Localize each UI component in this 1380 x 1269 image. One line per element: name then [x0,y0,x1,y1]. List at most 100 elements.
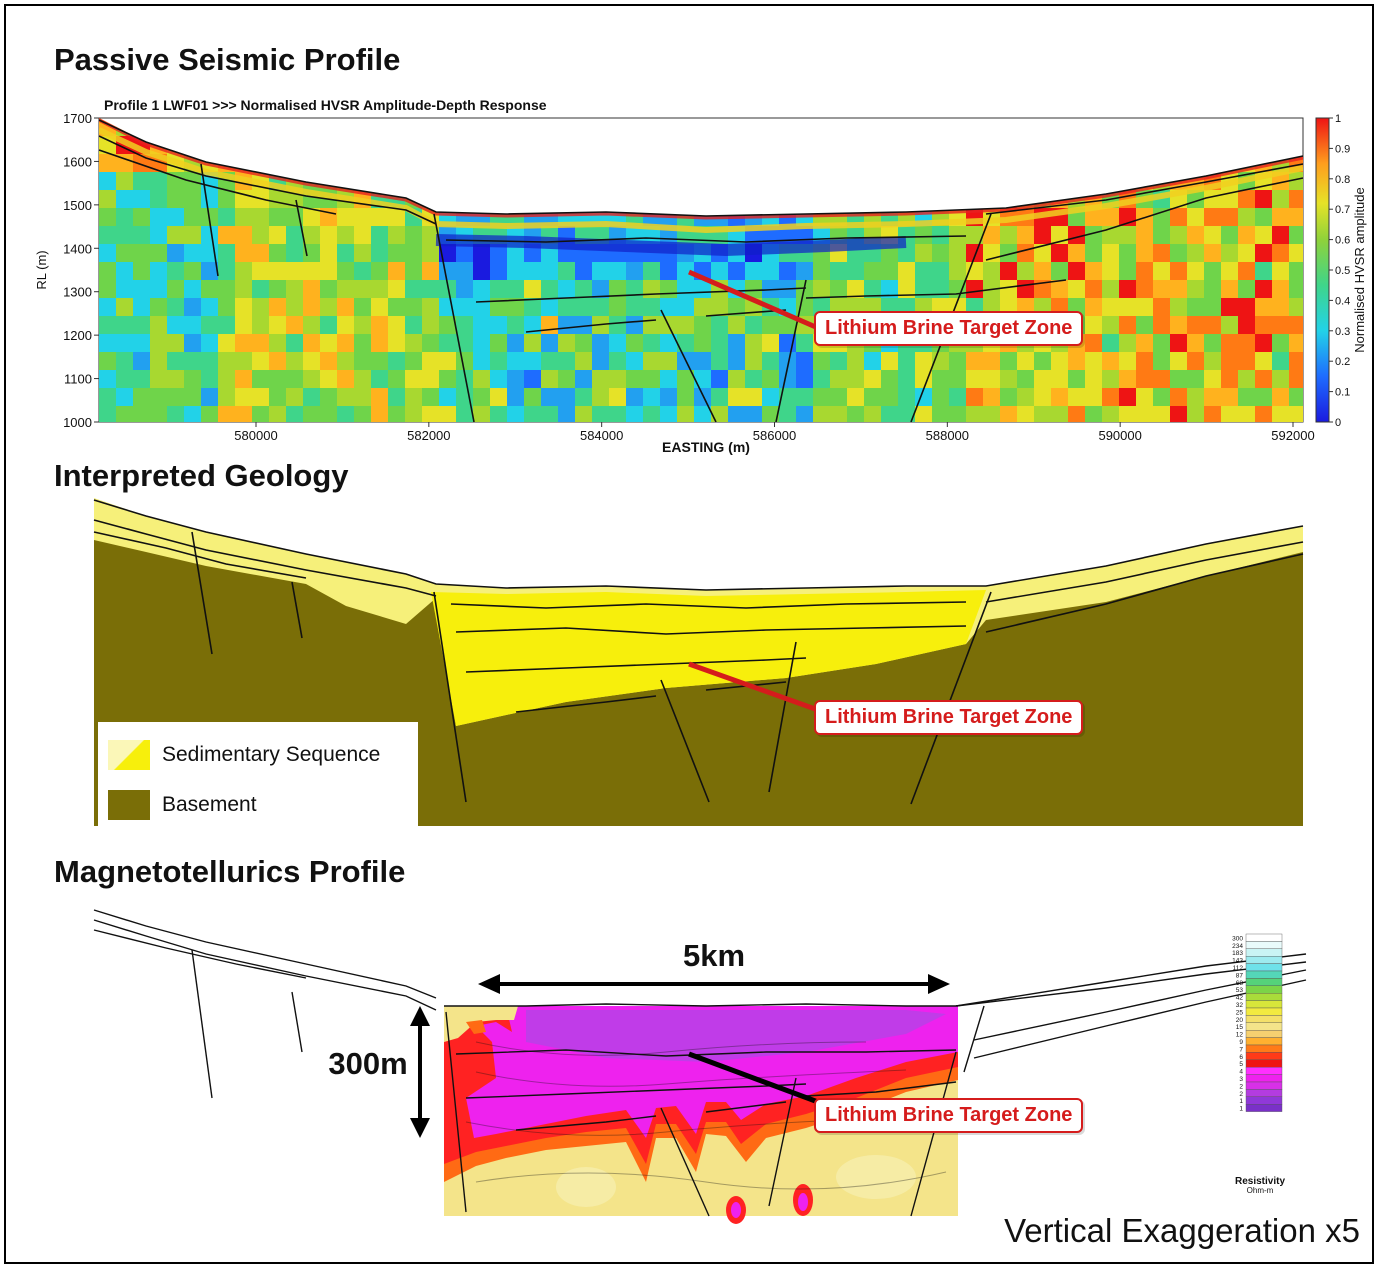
mt-profile: 5km 300m 3002341831431128768534232252015… [93,909,1307,1224]
resistivity-value-label: 300 [1232,935,1243,942]
colorbar-tick-label: 0.7 [1335,204,1350,216]
seismic-x-tick-label: 582000 [407,428,450,443]
resistivity-value-label: 42 [1236,995,1244,1002]
colorbar-tick-label: 0.2 [1335,356,1350,368]
geology-target-callout: Lithium Brine Target Zone [814,700,1084,735]
legend-label-basement: Basement [162,793,257,816]
resistivity-value-label: 15 [1236,1024,1244,1031]
colorbar-tick-label: 0.5 [1335,265,1350,277]
colorbar-tick-label: 0.1 [1335,387,1350,399]
seismic-callout-line [688,269,819,331]
resistivity-swatch [1245,1022,1283,1031]
sediment-basin-fill [431,590,986,726]
resistivity-swatch [1245,1037,1283,1046]
resistivity-value-label: 7 [1239,1046,1243,1053]
mt-target-callout: Lithium Brine Target Zone [814,1098,1084,1133]
resistivity-swatch [1245,1103,1283,1112]
resistivity-swatch [1245,933,1283,942]
resistivity-value-label: 9 [1239,1039,1243,1046]
seismic-section-title: Passive Seismic Profile [54,42,401,77]
seismic-y-tick-label: 1000 [63,415,92,430]
colorbar-tick-label: 0.4 [1335,295,1350,307]
mt-section-title: Magnetotellurics Profile [54,854,406,889]
resistivity-value-label: 87 [1236,972,1244,979]
resistivity-value-label: 12 [1236,1032,1244,1039]
resistivity-swatch [1245,1029,1283,1038]
geology-callout-line [688,661,819,713]
resistivity-value-label: 1 [1239,1098,1243,1105]
resistivity-swatch [1245,1081,1283,1090]
colorbar-tick-label: 0.8 [1335,174,1350,186]
geology-structure-lines [93,499,1304,713]
seismic-x-tick-label: 590000 [1098,428,1141,443]
colorbar-tick-label: 0.6 [1335,235,1350,247]
figure-frame: Passive Seismic Profile Profile 1 LWF01 … [4,4,1374,1264]
legend-label-sediment: Sedimentary Sequence [162,743,381,766]
resistivity-value-label: 2 [1239,1091,1243,1098]
seismic-target-callout: Lithium Brine Target Zone [814,311,1084,346]
mt-scale-arrow-vertical [410,1006,430,1138]
geology-faults [191,531,992,805]
sediment-swatch [108,740,150,770]
resistivity-value-label: 68 [1236,980,1244,987]
colorbar-tick-label: 0.3 [1335,326,1350,338]
resistivity-value-label: 143 [1232,958,1243,965]
legend-item-sediment: Sedimentary Sequence [108,740,380,770]
seismic-x-ticks: 580000 582000 584000 586000 588000 590000 5920… [234,422,1315,443]
resistivity-swatch [1245,992,1283,1001]
seismic-y-tick-label: 1200 [63,328,92,343]
resistivity-swatch [1245,1074,1283,1083]
colorbar-tick-label: 0 [1335,417,1341,429]
resistivity-value-label: 32 [1236,1002,1244,1009]
resistivity-value-label: 25 [1236,1009,1244,1016]
resistivity-swatch [1245,1044,1283,1053]
colorbar-tick-label: 1 [1335,113,1341,125]
resistivity-swatch [1245,963,1283,972]
geology-legend: Sedimentary Sequence Basement [98,722,418,832]
seismic-colorbar [1315,117,1330,423]
resistivity-swatch [1245,1007,1283,1016]
resistivity-value-label: 20 [1236,1017,1244,1024]
seismic-profile-chart: Profile 1 LWF01 >>> Normalised HVSR Ampl… [34,97,1367,455]
resistivity-value-label: 234 [1232,943,1243,950]
resistivity-value-label: 6 [1239,1054,1243,1061]
resistivity-swatch [1245,956,1283,964]
resistivity-swatch [1245,978,1283,987]
seismic-y-tick-label: 1300 [63,285,92,300]
resistivity-value-label: 5 [1239,1061,1243,1068]
resistivity-value-label: 183 [1232,950,1243,957]
seismic-y-tick-label: 1700 [63,111,92,126]
resistivity-swatch [1245,1059,1283,1068]
resistivity-swatch [1245,1000,1283,1009]
seismic-x-axis-label: EASTING (m) [662,439,750,455]
seismic-y-ticks: 1700 1600 1500 1400 1300 1200 1100 1000 [63,111,99,430]
resistivity-value-label: 2 [1239,1083,1243,1090]
legend-item-basement: Basement [108,790,257,820]
seismic-y-tick-label: 1100 [64,372,92,387]
seismic-x-tick-label: 584000 [580,428,623,443]
resistivity-swatch [1245,941,1283,950]
mt-faults-outside [191,949,985,1099]
resistivity-swatch [1245,1066,1283,1075]
seismic-y-tick-label: 1500 [63,198,92,213]
colorbar-tick-label: 0.9 [1335,143,1350,155]
seismic-x-tick-label: 586000 [753,428,796,443]
resistivity-swatch [1245,1089,1283,1097]
geology-section-title: Interpreted Geology [54,458,349,493]
resistivity-value-label: 1 [1239,1106,1243,1113]
mt-callout-line [688,1051,819,1105]
resistivity-legend: 3002341831431128768534232252015129765432… [1232,933,1283,1113]
seismic-y-axis-label: RL (m) [34,250,49,289]
resistivity-value-label: 112 [1233,965,1244,972]
mt-scale-arrow-horizontal [478,974,950,994]
seismic-x-tick-label: 580000 [234,428,277,443]
seismic-x-tick-label: 588000 [926,428,969,443]
vertical-exaggeration-note: Vertical Exaggeration x5 [1004,1212,1360,1249]
resistivity-swatch [1245,948,1283,957]
resistivity-value-label: 3 [1239,1076,1243,1083]
mt-depth-label: 300m [328,1046,407,1081]
resistivity-title: Resistivity [1235,1176,1285,1187]
seismic-subtitle: Profile 1 LWF01 >>> Normalised HVSR Ampl… [104,97,547,113]
resistivity-swatch [1245,1052,1283,1060]
seismic-colorbar-label: Normalised HVSR amplitude [1352,187,1367,352]
